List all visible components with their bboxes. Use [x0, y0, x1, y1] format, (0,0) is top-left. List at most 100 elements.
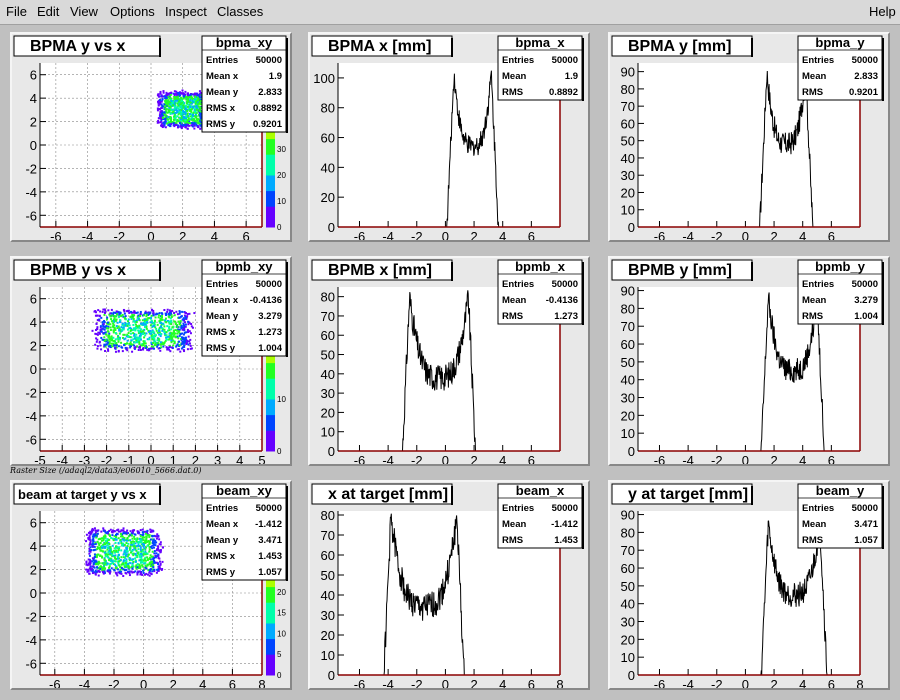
- x-tick-label: 0: [742, 677, 749, 688]
- y-tick-label: 0: [30, 138, 37, 153]
- y-tick-label: 20: [321, 628, 335, 643]
- stats-label: RMS x: [206, 327, 236, 338]
- menu-help[interactable]: Help: [869, 4, 896, 19]
- y-tick-label: 100: [313, 71, 335, 86]
- stats-box: [201, 483, 287, 581]
- stats-value: 0.8892: [253, 103, 282, 114]
- plot-beam_y: -6 -4 -2 0 2 4 6 8 90 80 70 60 50 40 30 20 10 0 y at targe…: [611, 483, 884, 688]
- pad-bpmb_y[interactable]: -6 -4 -2 0 2 4 6 90 80 70 60 50 40 30 20 10 0 BPMB y [mm]…: [608, 256, 890, 466]
- palette-cell: [266, 649, 275, 655]
- pad-title: BPMB x [mm]: [328, 262, 432, 279]
- y-tick-label: 4: [30, 315, 37, 330]
- pad-bpma_y[interactable]: -6 -4 -2 0 2 4 6 90 80 70 60 50 40 30 20 10 0 BPMA y [mm]…: [608, 32, 890, 242]
- stats-label: RMS: [802, 311, 823, 322]
- x-tick-label: 8: [258, 677, 265, 688]
- palette-tick-label: 10: [277, 395, 286, 404]
- menu-view[interactable]: View: [70, 4, 98, 19]
- pad-title: y at target [mm]: [628, 486, 748, 503]
- x-tick-label: 0: [442, 453, 449, 464]
- stats-value: 50000: [256, 279, 282, 290]
- stats-value: 1.004: [258, 343, 282, 354]
- stats-name: bpma_y: [815, 35, 865, 50]
- pad-beam_y[interactable]: -6 -4 -2 0 2 4 6 8 90 80 70 60 50 40 30 20 10 0 y at targe…: [608, 480, 890, 690]
- menu-file[interactable]: File: [6, 4, 27, 19]
- menu-classes[interactable]: Classes: [217, 4, 264, 19]
- pad-bpma_x[interactable]: -6 -4 -2 0 2 4 6 100 80 60 40 20 0 BPMA x [mm] bpma_x E…: [308, 32, 590, 242]
- stats-label: Entries: [802, 55, 834, 66]
- scatter-points: [91, 308, 196, 353]
- pad-title: BPMA y vs x: [30, 38, 126, 55]
- stats-value: 1.453: [554, 535, 578, 546]
- menu-edit[interactable]: Edit: [37, 4, 60, 19]
- y-tick-label: 2: [30, 115, 37, 130]
- x-tick-label: -6: [49, 677, 61, 688]
- x-tick-label: 6: [229, 677, 236, 688]
- x-tick-label: 6: [828, 229, 835, 240]
- x-tick-label: 0: [742, 229, 749, 240]
- palette-cell: [266, 180, 275, 186]
- x-tick-label: -2: [108, 677, 120, 688]
- y-tick-label: 30: [321, 608, 335, 623]
- y-tick-label: 30: [621, 391, 635, 406]
- y-tick-label: 70: [621, 319, 635, 334]
- status-text: Raster Size (/adaql2/data3/e06010_5666.d…: [10, 466, 202, 475]
- y-tick-label: 4: [30, 539, 37, 554]
- stats-label: Mean x: [206, 519, 239, 530]
- palette-cell: [266, 409, 275, 416]
- y-tick-label: 0: [328, 668, 335, 683]
- y-tick-label: 0: [628, 444, 635, 459]
- x-tick-label: 6: [828, 677, 835, 688]
- x-tick-label: 2: [470, 229, 477, 240]
- x-tick-label: 2: [470, 677, 477, 688]
- x-tick-label: -6: [654, 453, 666, 464]
- y-tick-label: 40: [321, 160, 335, 175]
- plot-bpma_y: -6 -4 -2 0 2 4 6 90 80 70 60 50 40 30 20 10 0 BPMA y [mm]…: [611, 35, 884, 240]
- palette-cell: [266, 581, 275, 588]
- stats-value: 50000: [552, 55, 578, 66]
- y-tick-label: 6: [30, 68, 37, 83]
- palette-tick-label: 30: [277, 145, 286, 154]
- palette-cell: [266, 164, 275, 171]
- palette-cell: [266, 440, 275, 447]
- y-tick-label: 80: [621, 525, 635, 540]
- palette-tick-label: 0: [277, 671, 282, 680]
- palette-cell: [266, 190, 275, 197]
- x-tick-label: -5: [34, 453, 46, 464]
- x-tick-label: -2: [411, 453, 423, 464]
- stats-value: 1.057: [854, 535, 878, 546]
- stats-value: 50000: [256, 503, 282, 514]
- stats-label: Entries: [502, 55, 534, 66]
- palette-cell: [266, 362, 275, 369]
- y-tick-label: 80: [321, 508, 335, 523]
- palette-cell: [266, 143, 275, 150]
- palette-cell: [266, 195, 275, 202]
- stats-label: Mean: [802, 71, 826, 82]
- x-tick-label: -2: [101, 453, 113, 464]
- x-tick-label: 2: [179, 229, 186, 240]
- pad-title: BPMB y vs x: [30, 262, 126, 279]
- x-tick-label: -6: [50, 229, 62, 240]
- stats-box: [497, 35, 583, 101]
- palette-tick-label: 20: [277, 171, 286, 180]
- menu-options[interactable]: Options: [110, 4, 155, 19]
- stats-value: 0.9201: [849, 87, 879, 98]
- y-tick-label: -2: [25, 609, 37, 624]
- pad-bpmb_x[interactable]: -6 -4 -2 0 2 4 6 80 70 60 50 40 30 20 10 0 BPMB x [mm] bp…: [308, 256, 590, 466]
- stats-label: Mean x: [206, 295, 239, 306]
- palette-tick-label: 20: [277, 588, 286, 597]
- y-tick-label: 0: [328, 444, 335, 459]
- menu-inspect[interactable]: Inspect: [165, 4, 207, 19]
- pad-beam_x[interactable]: -6 -4 -2 0 2 4 6 8 80 70 60 50 40 30 20 10 0 x at target …: [308, 480, 590, 690]
- y-tick-label: 50: [321, 568, 335, 583]
- y-tick-label: 80: [321, 101, 335, 116]
- palette-cell: [266, 357, 275, 364]
- y-tick-label: 20: [321, 405, 335, 420]
- stats-value: 1.9: [269, 71, 282, 82]
- stats-name: bpmb_xy: [215, 259, 273, 274]
